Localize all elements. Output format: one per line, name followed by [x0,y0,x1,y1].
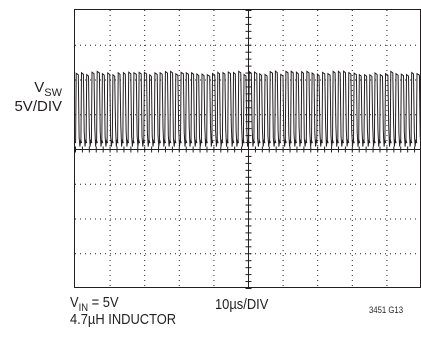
grid [75,10,421,289]
inductor-label: 4.7µH INDUCTOR [70,311,177,328]
channel-label: VSW 5V/DIV [2,78,62,116]
channel-scale: 5V/DIV [14,98,62,115]
time-scale-label: 10µs/DIV [215,296,269,313]
plot-frame [74,9,421,288]
figure-id: 3451 G13 [369,305,404,315]
vin-label: VIN = 5V [70,294,119,314]
vsw-trace [75,70,421,147]
